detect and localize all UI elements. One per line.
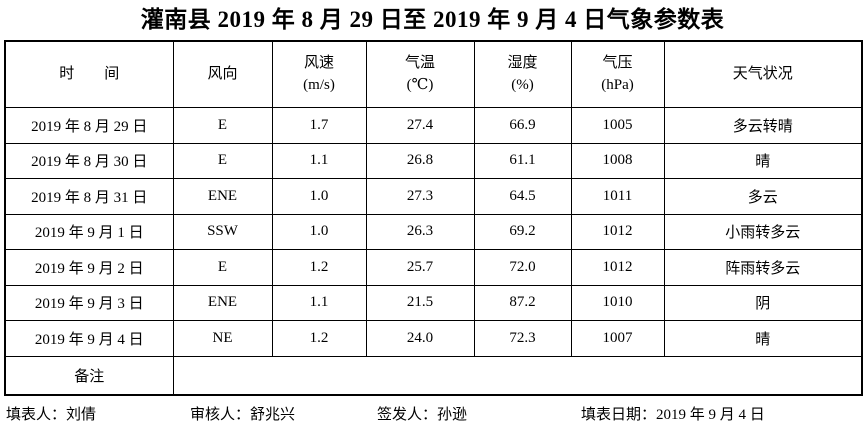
col-header-weather: 天气状况	[663, 40, 863, 108]
cell-wind-speed: 1.1	[271, 284, 367, 321]
cell-wind-speed: 1.0	[271, 213, 367, 250]
cell-time: 2019 年 8 月 29 日	[4, 107, 174, 144]
table-row: 2019 年 9 月 1 日 SSW 1.0 26.3 69.2 1012 小雨…	[4, 213, 863, 250]
remarks-label: 备注	[4, 355, 174, 395]
reviewed-by: 审核人：舒兆兴	[190, 406, 296, 423]
col-header-humidity: 湿度 (%)	[473, 40, 572, 108]
cell-humidity: 87.2	[473, 284, 572, 321]
cell-time: 2019 年 8 月 31 日	[4, 178, 174, 215]
table-row: 2019 年 8 月 30 日 E 1.1 26.8 61.1 1008 晴	[4, 142, 863, 179]
cell-wind-speed: 1.0	[271, 178, 367, 215]
table-row: 2019 年 8 月 29 日 E 1.7 27.4 66.9 1005 多云转…	[4, 107, 863, 144]
weather-parameters-table: 时 间 风向 风速 (m/s) 气温 (℃) 湿度 (%) 气压 (hPa) 天…	[4, 40, 863, 396]
cell-wind-speed: 1.7	[271, 107, 367, 144]
cell-humidity: 66.9	[473, 107, 572, 144]
cell-weather: 小雨转多云	[663, 213, 863, 250]
cell-weather: 阴	[663, 284, 863, 321]
table-row: 2019 年 9 月 2 日 E 1.2 25.7 72.0 1012 阵雨转多…	[4, 249, 863, 286]
table-row: 2019 年 8 月 31 日 ENE 1.0 27.3 64.5 1011 多…	[4, 178, 863, 215]
cell-wind-direction: ENE	[172, 284, 273, 321]
cell-pressure: 1008	[570, 142, 665, 179]
cell-wind-direction: E	[172, 142, 273, 179]
cell-temperature: 21.5	[365, 284, 475, 321]
cell-wind-direction: E	[172, 107, 273, 144]
cell-wind-speed: 1.1	[271, 142, 367, 179]
cell-wind-direction: E	[172, 249, 273, 286]
table-row: 2019 年 9 月 3 日 ENE 1.1 21.5 87.2 1010 阴	[4, 284, 863, 321]
cell-humidity: 61.1	[473, 142, 572, 179]
cell-wind-direction: ENE	[172, 178, 273, 215]
cell-time: 2019 年 8 月 30 日	[4, 142, 174, 179]
col-header-wind-direction: 风向	[172, 40, 273, 108]
issued-by: 签发人：孙逊	[377, 406, 468, 423]
cell-temperature: 27.3	[365, 178, 475, 215]
cell-time: 2019 年 9 月 4 日	[4, 320, 174, 357]
cell-temperature: 26.3	[365, 213, 475, 250]
cell-humidity: 69.2	[473, 213, 572, 250]
cell-wind-speed: 1.2	[271, 320, 367, 357]
remarks-row: 备注	[4, 355, 863, 395]
cell-time: 2019 年 9 月 2 日	[4, 249, 174, 286]
table-row: 2019 年 9 月 4 日 NE 1.2 24.0 72.3 1007 晴	[4, 320, 863, 357]
cell-wind-direction: NE	[172, 320, 273, 357]
col-header-temperature: 气温 (℃)	[365, 40, 475, 108]
col-header-wind-speed: 风速 (m/s)	[271, 40, 367, 108]
cell-humidity: 72.0	[473, 249, 572, 286]
signature-footer: 填表人：刘倩 审核人：舒兆兴 签发人：孙逊 填表日期：2019 年 9 月 4 …	[0, 401, 865, 431]
cell-time: 2019 年 9 月 1 日	[4, 213, 174, 250]
cell-time: 2019 年 9 月 3 日	[4, 284, 174, 321]
remarks-value	[172, 355, 863, 395]
page-title: 灌南县 2019 年 8 月 29 日至 2019 年 9 月 4 日气象参数表	[140, 7, 725, 32]
cell-wind-speed: 1.2	[271, 249, 367, 286]
cell-weather: 多云转晴	[663, 107, 863, 144]
cell-temperature: 27.4	[365, 107, 475, 144]
cell-pressure: 1012	[570, 249, 665, 286]
cell-temperature: 26.8	[365, 142, 475, 179]
col-header-pressure: 气压 (hPa)	[570, 40, 665, 108]
cell-temperature: 24.0	[365, 320, 475, 357]
header-row: 时 间 风向 风速 (m/s) 气温 (℃) 湿度 (%) 气压 (hPa) 天…	[4, 40, 863, 108]
cell-weather: 晴	[663, 320, 863, 357]
col-header-time: 时 间	[4, 40, 174, 108]
cell-pressure: 1005	[570, 107, 665, 144]
cell-humidity: 64.5	[473, 178, 572, 215]
cell-weather: 阵雨转多云	[663, 249, 863, 286]
cell-pressure: 1012	[570, 213, 665, 250]
cell-weather: 多云	[663, 178, 863, 215]
cell-weather: 晴	[663, 142, 863, 179]
cell-wind-direction: SSW	[172, 213, 273, 250]
cell-pressure: 1011	[570, 178, 665, 215]
cell-temperature: 25.7	[365, 249, 475, 286]
cell-pressure: 1010	[570, 284, 665, 321]
cell-humidity: 72.3	[473, 320, 572, 357]
filled-by: 填表人：刘倩	[6, 406, 97, 423]
cell-pressure: 1007	[570, 320, 665, 357]
fill-date: 填表日期：2019 年 9 月 4 日	[581, 406, 765, 423]
